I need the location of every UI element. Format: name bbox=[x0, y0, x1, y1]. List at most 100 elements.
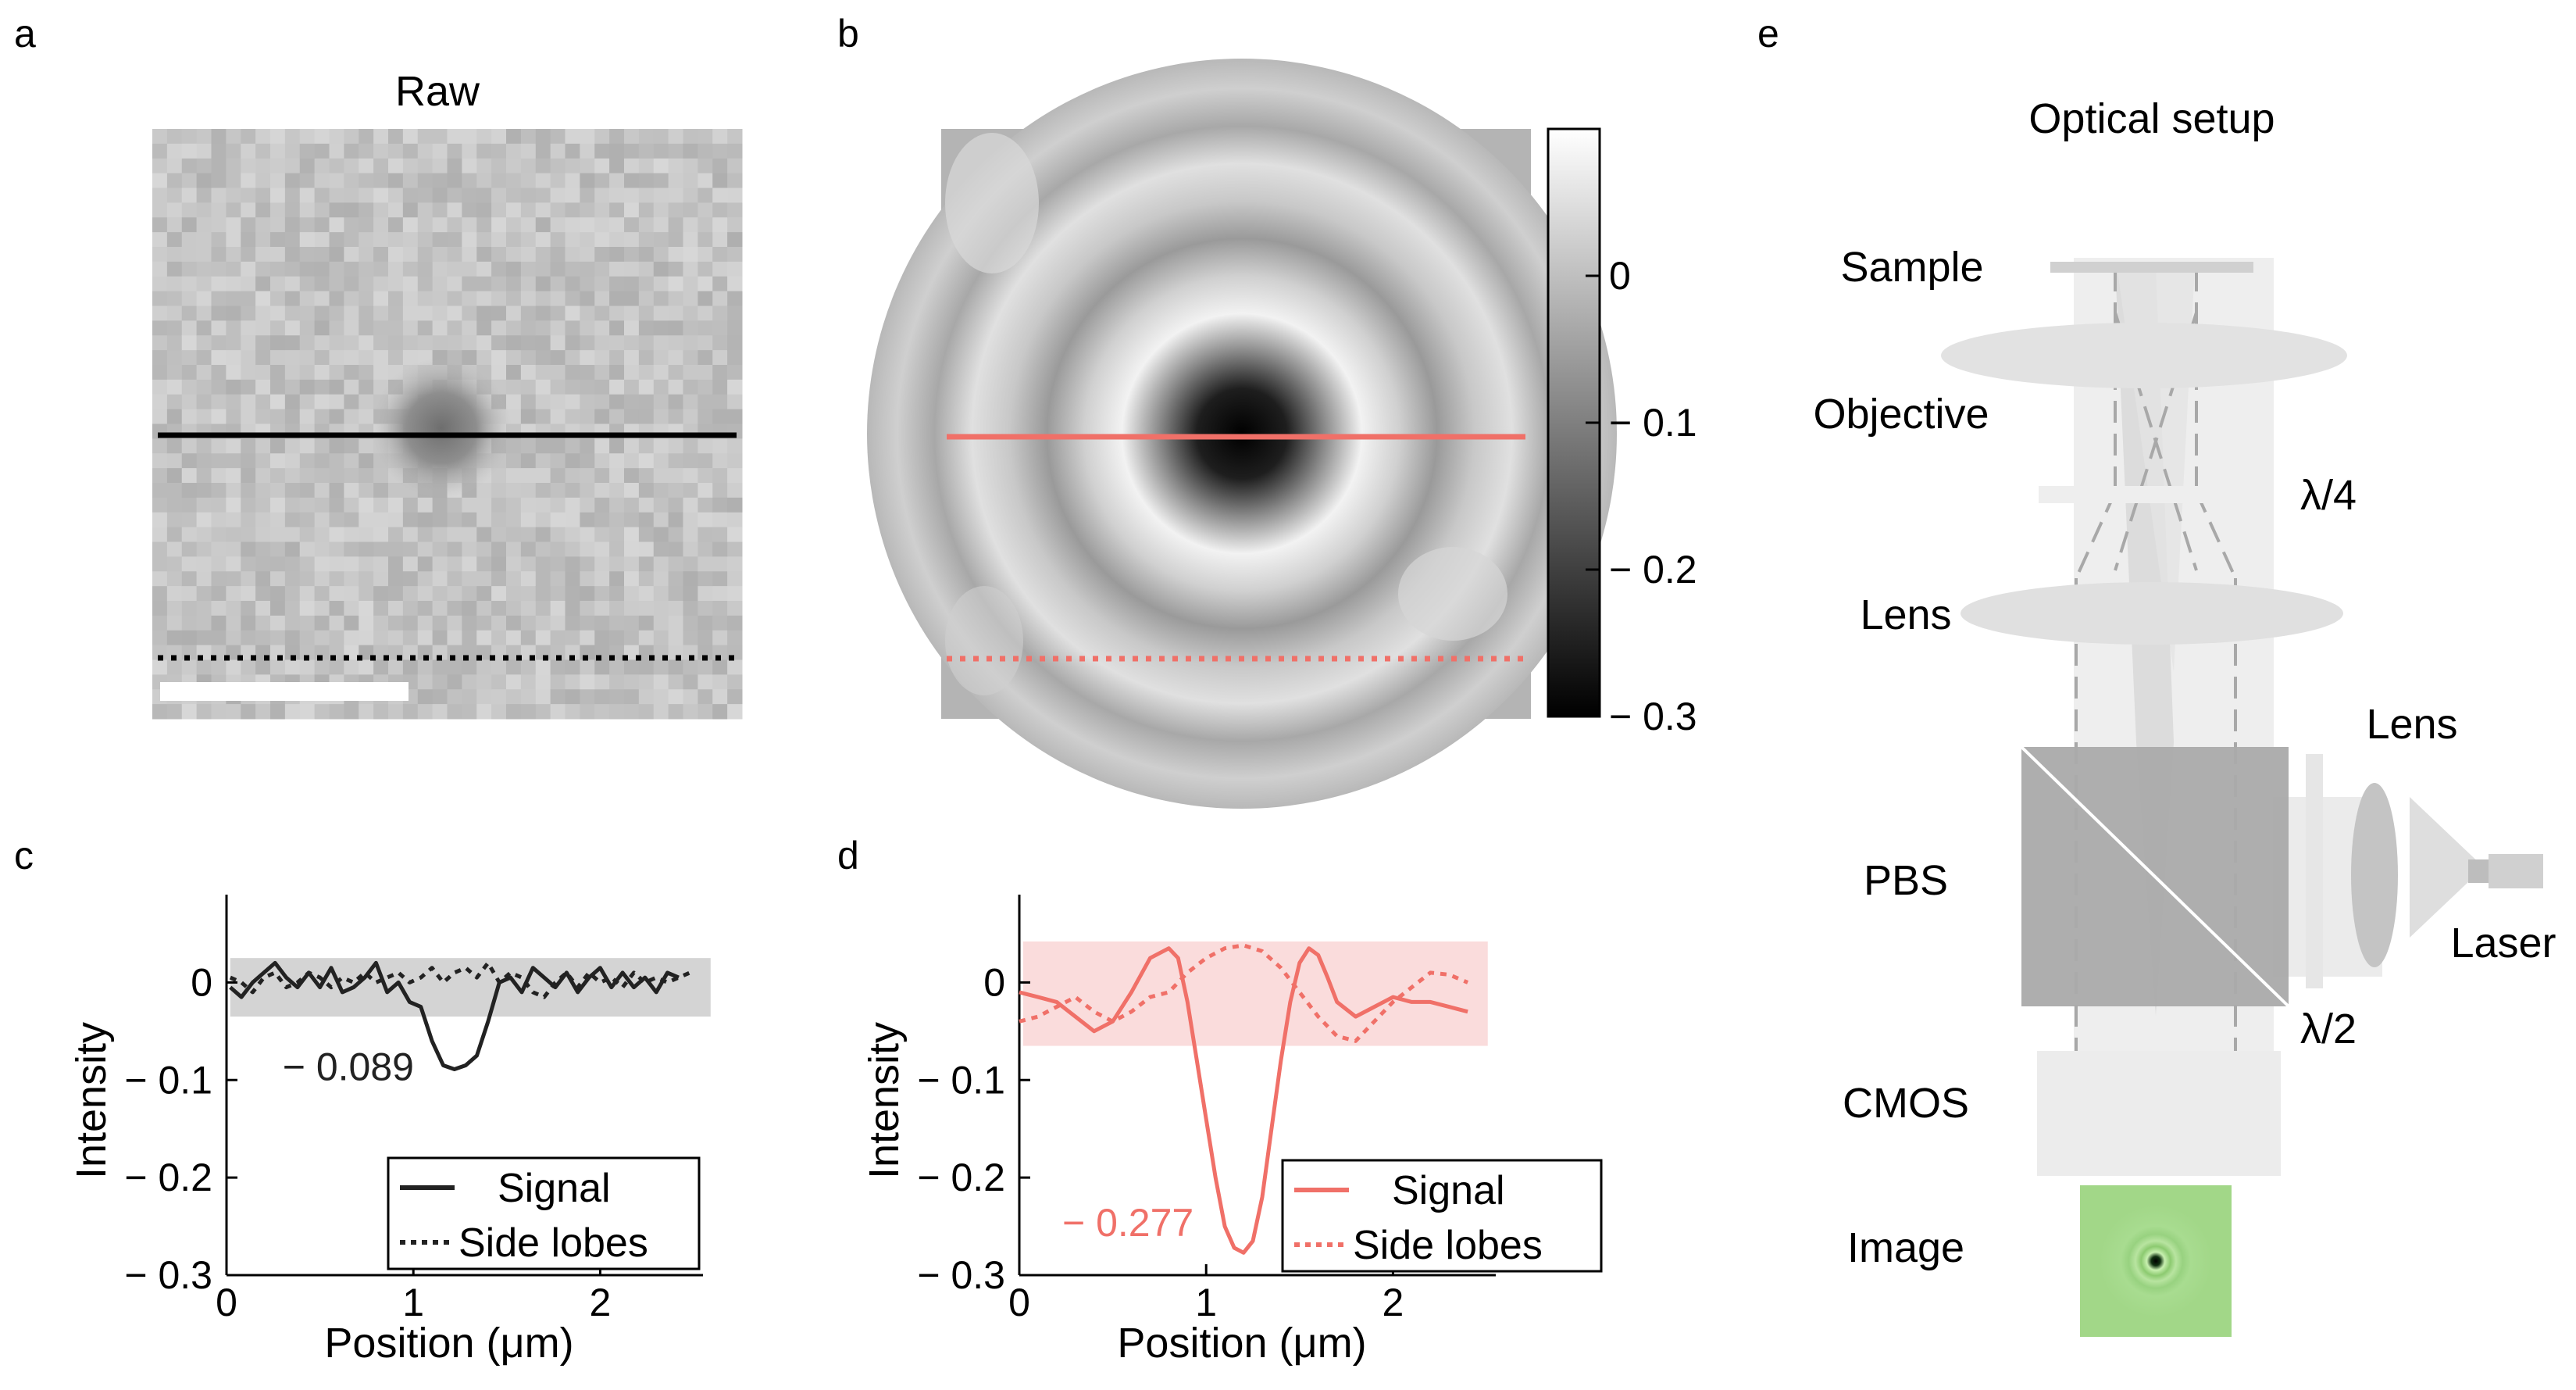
noise-pixel bbox=[417, 129, 433, 145]
noise-pixel bbox=[402, 350, 419, 366]
noise-pixel bbox=[241, 630, 256, 646]
noise-pixel bbox=[417, 497, 433, 513]
noise-pixel bbox=[329, 306, 344, 321]
noise-pixel bbox=[506, 129, 522, 145]
noise-pixel bbox=[255, 276, 271, 292]
noise-pixel bbox=[609, 601, 625, 616]
noise-pixel bbox=[166, 261, 183, 277]
noise-pixel bbox=[491, 261, 507, 277]
noise-pixel bbox=[698, 689, 713, 705]
noise-pixel bbox=[196, 276, 212, 292]
noise-pixel bbox=[447, 527, 462, 542]
noise-pixel bbox=[520, 527, 537, 542]
noise-pixel bbox=[594, 438, 610, 454]
noise-pixel bbox=[152, 601, 168, 616]
noise-pixel bbox=[388, 217, 404, 233]
noise-pixel bbox=[594, 586, 610, 602]
noise-pixel bbox=[196, 527, 212, 542]
noise-pixel bbox=[712, 232, 728, 248]
noise-pixel bbox=[506, 512, 522, 528]
noise-pixel bbox=[462, 143, 477, 159]
noise-pixel bbox=[712, 497, 728, 513]
noise-pixel bbox=[166, 586, 183, 602]
noise-pixel bbox=[638, 276, 655, 292]
noise-pixel bbox=[417, 188, 433, 203]
noise-pixel bbox=[241, 571, 256, 587]
noise-pixel bbox=[491, 365, 507, 381]
noise-pixel bbox=[359, 453, 374, 469]
noise-pixel bbox=[668, 129, 683, 145]
noise-pixel bbox=[712, 365, 728, 381]
noise-pixel bbox=[565, 320, 580, 336]
noise-pixel bbox=[668, 659, 683, 675]
noise-pixel bbox=[624, 335, 640, 351]
noise-pixel bbox=[698, 158, 713, 174]
noise-pixel bbox=[402, 276, 419, 292]
noise-pixel bbox=[152, 556, 168, 572]
noise-pixel bbox=[432, 512, 448, 528]
noise-pixel bbox=[152, 453, 168, 469]
noise-pixel bbox=[196, 291, 212, 306]
noise-pixel bbox=[727, 335, 743, 351]
noise-pixel bbox=[226, 379, 241, 395]
noise-pixel bbox=[432, 571, 448, 587]
noise-pixel bbox=[580, 320, 595, 336]
noise-pixel bbox=[314, 306, 330, 321]
noise-pixel bbox=[373, 276, 389, 292]
noise-pixel bbox=[329, 335, 344, 351]
noise-pixel bbox=[299, 512, 316, 528]
noise-pixel bbox=[653, 615, 669, 631]
noise-pixel bbox=[402, 129, 419, 145]
noise-pixel bbox=[565, 129, 580, 145]
noise-pixel bbox=[241, 188, 256, 203]
noise-pixel bbox=[476, 704, 492, 720]
noise-pixel bbox=[565, 350, 580, 366]
noise-pixel bbox=[653, 556, 669, 572]
noise-pixel bbox=[373, 320, 389, 336]
noise-pixel bbox=[535, 438, 551, 454]
noise-pixel bbox=[520, 173, 537, 188]
noise-pixel bbox=[580, 350, 595, 366]
noise-pixel bbox=[211, 615, 227, 631]
noise-pixel bbox=[211, 202, 227, 218]
noise-pixel bbox=[638, 232, 655, 248]
noise-pixel bbox=[299, 601, 316, 616]
noise-pixel bbox=[196, 394, 212, 410]
noise-pixel bbox=[609, 512, 625, 528]
noise-pixel bbox=[712, 689, 728, 705]
noise-pixel bbox=[152, 158, 168, 174]
noise-pixel bbox=[580, 704, 595, 720]
noise-pixel bbox=[520, 232, 537, 248]
noise-pixel bbox=[359, 261, 374, 277]
noise-pixel bbox=[727, 350, 743, 366]
noise-pixel bbox=[727, 483, 743, 498]
noise-pixel bbox=[462, 512, 477, 528]
noise-pixel bbox=[609, 247, 625, 263]
noise-pixel bbox=[535, 394, 551, 410]
noise-pixel bbox=[727, 674, 743, 690]
noise-pixel bbox=[550, 586, 566, 602]
x-tick-label: 2 bbox=[590, 1281, 612, 1324]
noise-pixel bbox=[624, 261, 640, 277]
noise-pixel bbox=[226, 497, 241, 513]
noise-pixel bbox=[270, 468, 286, 484]
noise-pixel bbox=[329, 261, 344, 277]
noise-pixel bbox=[270, 483, 286, 498]
noise-pixel bbox=[344, 276, 359, 292]
noise-pixel bbox=[181, 541, 198, 557]
noise-pixel bbox=[181, 601, 198, 616]
noise-pixel bbox=[520, 379, 537, 395]
y-tick-label: − 0.1 bbox=[124, 1058, 212, 1102]
noise-pixel bbox=[299, 438, 316, 454]
noise-pixel bbox=[152, 261, 168, 277]
noise-pixel bbox=[653, 261, 669, 277]
noise-pixel bbox=[314, 541, 330, 557]
noise-pixel bbox=[388, 556, 404, 572]
noise-pixel bbox=[299, 541, 316, 557]
noise-pixel bbox=[181, 173, 198, 188]
noise-pixel bbox=[284, 645, 301, 660]
y-axis-label: Intensity bbox=[68, 1022, 115, 1179]
noise-pixel bbox=[624, 512, 640, 528]
noise-pixel bbox=[535, 217, 551, 233]
noise-pixel bbox=[241, 497, 256, 513]
